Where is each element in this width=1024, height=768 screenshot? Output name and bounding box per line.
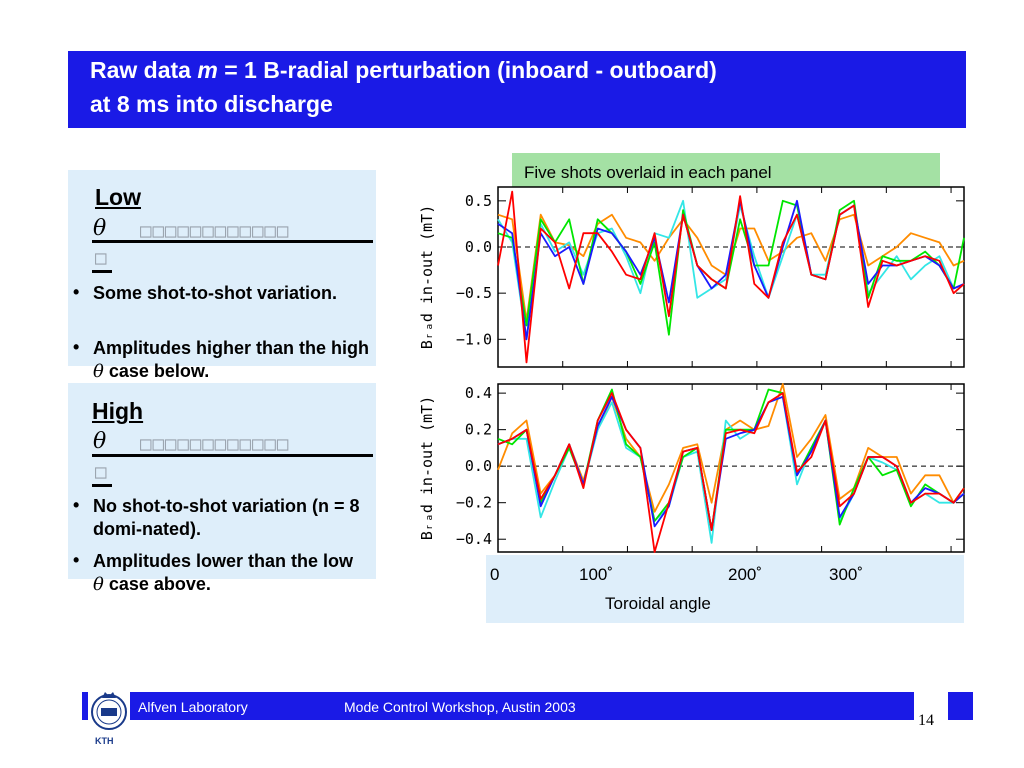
low-rule <box>92 240 373 243</box>
y-tick-label: −0.4 <box>456 530 492 548</box>
y-tick-label: −0.2 <box>456 494 492 512</box>
high-rule-2 <box>92 484 112 487</box>
slide-title-line1: Raw data m = 1 B-radial perturbation (in… <box>90 57 717 83</box>
x-tick-label: 200˚ <box>728 565 763 584</box>
high-bullet-2: Amplitudes lower than the low θ case abo… <box>93 551 354 595</box>
high-theta-symbol: θ <box>93 429 107 454</box>
y-tick-label: −1.0 <box>456 330 492 348</box>
high-garbled-glyph-2: □ <box>95 461 108 483</box>
y-axis-label: Bᵣₐd in-out (mT) <box>418 396 436 541</box>
kth-logo-icon <box>88 684 130 746</box>
low-rule-2 <box>92 270 112 273</box>
x-tick-label: 0 <box>490 565 500 584</box>
low-bullet-1: Some shot-to-shot variation. <box>93 283 338 303</box>
low-bullet-2: Amplitudes higher than the high θ case b… <box>93 338 369 382</box>
y-tick-label: 0.2 <box>465 421 492 439</box>
y-tick-label: 0.0 <box>465 457 492 475</box>
footer-square <box>948 692 973 720</box>
logo-text: KTH <box>95 736 114 746</box>
footer-bar: Alfven Laboratory Mode Control Workshop,… <box>82 692 914 720</box>
y-axis-label: Bᵣₐd in-out (mT) <box>418 205 436 350</box>
x-axis-box: 0 100˚ 200˚ 300˚ Toroidal angle <box>486 555 964 623</box>
footer-left: Alfven Laboratory <box>138 699 248 715</box>
bullet-dot: • <box>73 337 80 357</box>
high-garbled-glyphs: □□□□□□□□□□□□ <box>140 433 290 455</box>
note-box: Five shots overlaid in each panel <box>512 153 940 191</box>
bullet-dot: • <box>73 495 80 515</box>
slide-title-line2: at 8 ms into discharge <box>90 91 333 117</box>
low-theta-panel <box>68 170 376 366</box>
high-heading: High <box>92 398 144 424</box>
page-number: 14 <box>918 712 934 729</box>
bullet-dot: • <box>73 282 80 302</box>
y-tick-label: 0.0 <box>465 238 492 256</box>
x-axis-label: Toroidal angle <box>605 594 711 613</box>
footer-center: Mode Control Workshop, Austin 2003 <box>344 699 576 715</box>
chart-bottom-panel: 0.4 0.2 0.0 −0.2 −0.4 Bᵣₐd in-out (mT) <box>418 383 965 553</box>
low-theta-symbol: θ <box>93 216 107 241</box>
y-tick-label: −0.5 <box>456 284 492 302</box>
plot-frame <box>497 186 965 368</box>
note-text: Five shots overlaid in each panel <box>524 163 772 182</box>
plot-frame <box>497 383 965 553</box>
series-line <box>497 199 965 336</box>
x-tick-label: 100˚ <box>579 565 614 584</box>
low-garbled-glyphs: □□□□□□□□□□□□ <box>140 220 290 242</box>
high-rule <box>92 454 373 457</box>
series-line <box>497 190 965 364</box>
x-tick-label: 300˚ <box>829 565 864 584</box>
chart-top-panel: 0.5 0.0 −0.5 −1.0 Bᵣₐd in-out (mT) <box>418 186 965 368</box>
low-heading: Low <box>95 184 141 210</box>
bullet-dot: • <box>73 550 80 570</box>
low-garbled-glyph-2: □ <box>95 247 108 269</box>
series-line <box>497 392 965 553</box>
y-tick-label: 0.4 <box>465 384 492 402</box>
y-tick-label: 0.5 <box>465 192 492 210</box>
slide-title-box: Raw data m = 1 B-radial perturbation (in… <box>68 51 966 128</box>
high-theta-panel <box>68 383 376 579</box>
high-bullet-1: No shot-to-shot variation (n = 8 domi-na… <box>93 496 360 539</box>
